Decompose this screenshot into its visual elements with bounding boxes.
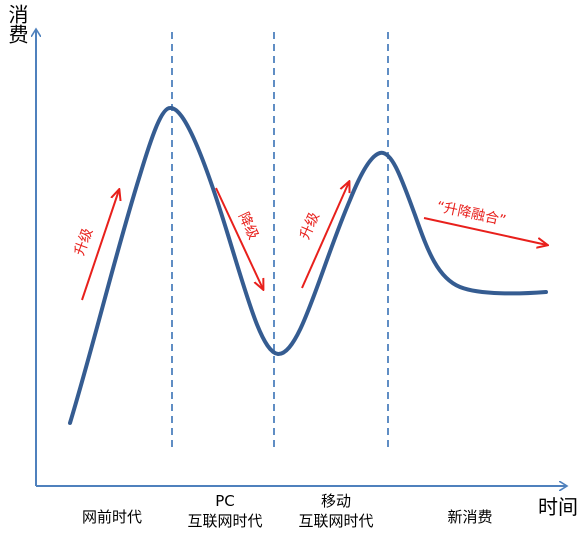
y-axis-title: 消费 (5, 4, 29, 44)
upgrade-arrow-1 (81, 190, 119, 301)
era-label-pc-internet: PC 互联网时代 (187, 491, 262, 531)
era-line-1: 移动 (320, 492, 352, 510)
downgrade-arrow (215, 187, 263, 289)
era-line-2: 互联网时代 (187, 512, 263, 530)
era-label-mobile-internet: 移动 互联网时代 (298, 491, 373, 531)
era-label-new-consumption: 新消费 (447, 497, 492, 527)
consumption-curve (68, 106, 548, 425)
upgrade-arrow-2 (301, 182, 349, 289)
x-axis-title: 时间 (538, 495, 578, 519)
era-line-2: 互联网时代 (298, 512, 374, 530)
era-label-pre-internet: 网前时代 (82, 497, 142, 527)
fusion-arrow (423, 217, 547, 245)
era-line-1: PC (215, 492, 235, 510)
era-line-2: 网前时代 (81, 508, 143, 526)
era-line-2: 新消费 (447, 508, 493, 526)
